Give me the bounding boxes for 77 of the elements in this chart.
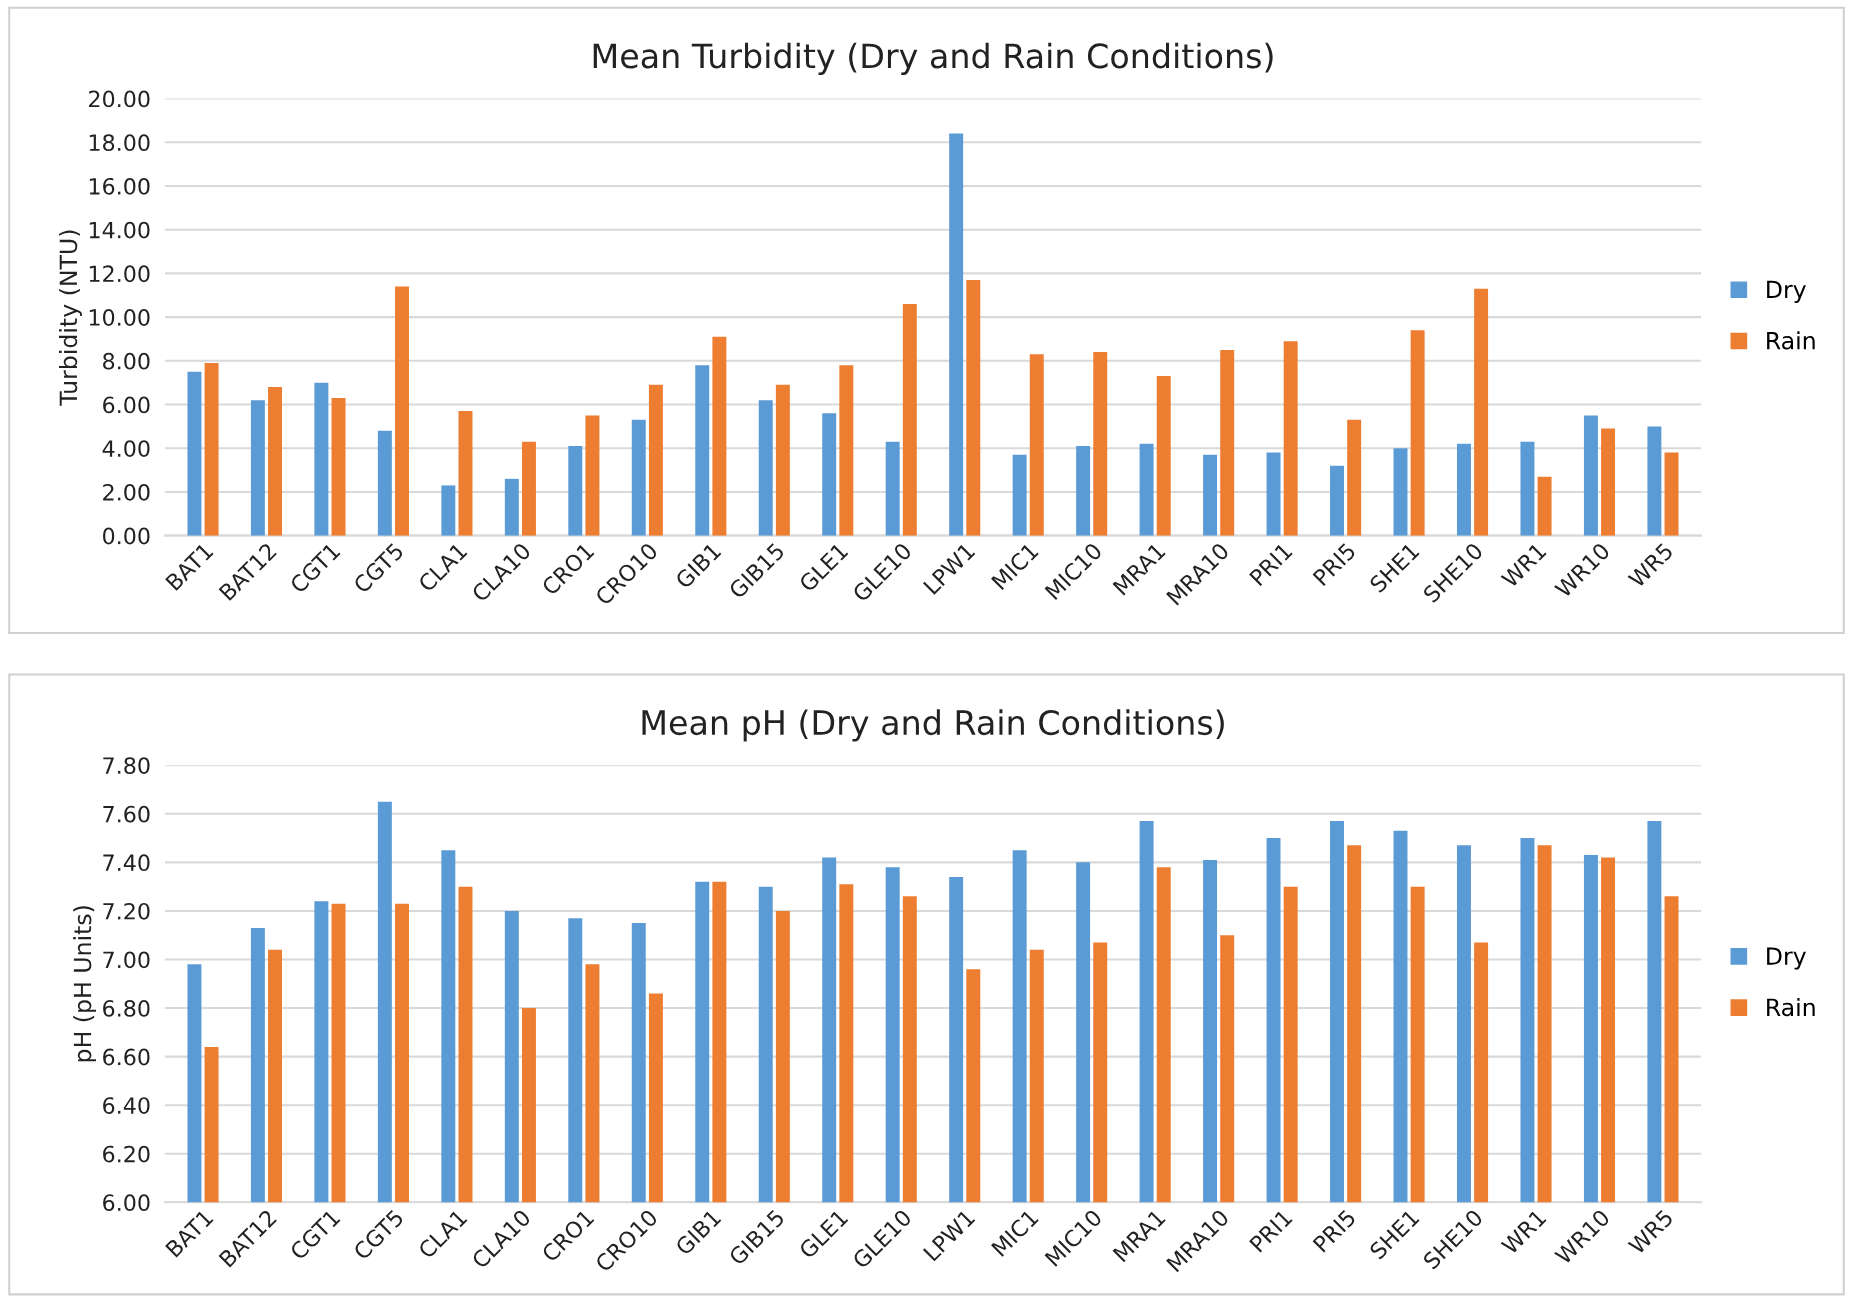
bar — [1537, 476, 1552, 536]
bar — [1583, 415, 1598, 536]
bar — [1203, 454, 1218, 536]
bar — [631, 419, 646, 536]
bar — [187, 371, 202, 536]
bar — [885, 441, 900, 536]
y-tick-label: 7.00 — [103, 951, 150, 969]
y-tick-label: 6.60 — [103, 1048, 150, 1066]
y-tick-label: 8.00 — [103, 352, 150, 370]
bar — [204, 363, 219, 536]
bar — [1283, 341, 1298, 536]
bar — [1029, 354, 1044, 536]
bar — [1266, 452, 1281, 536]
y-tick-label: 14.00 — [89, 221, 150, 239]
chart-title: Mean Turbidity (Dry and Rain Conditions) — [593, 42, 1273, 75]
bar — [314, 382, 329, 536]
bar — [441, 485, 456, 536]
y-tick-label: 10.00 — [89, 309, 150, 326]
bar — [377, 430, 392, 536]
bar — [1093, 352, 1108, 536]
bar — [839, 365, 854, 536]
legend-label: Rain — [1767, 331, 1815, 350]
bar — [250, 400, 265, 536]
bar — [695, 365, 710, 536]
bar — [648, 384, 663, 536]
bar — [949, 133, 964, 536]
y-axis-title: pH (pH Units) — [73, 906, 96, 1062]
chart-title: Mean pH (Dry and Rain Conditions) — [642, 709, 1224, 742]
y-tick-label: 16.00 — [89, 177, 150, 195]
y-tick-label: 7.40 — [103, 854, 150, 872]
bar — [521, 441, 536, 536]
legend-label: Dry — [1767, 280, 1806, 303]
bar — [1220, 349, 1235, 536]
bar — [1347, 419, 1362, 536]
bar — [1156, 376, 1171, 536]
y-tick-label: 6.40 — [103, 1097, 150, 1114]
y-tick-label: 6.00 — [103, 1194, 150, 1212]
bar — [395, 286, 409, 536]
bar — [902, 304, 917, 536]
bar — [331, 397, 346, 536]
y-tick-label: 7.60 — [103, 805, 150, 823]
bar — [758, 400, 773, 536]
bar — [1410, 330, 1425, 536]
bar — [585, 415, 600, 536]
bar — [458, 411, 473, 536]
bar — [1139, 443, 1154, 536]
y-tick-label: 7.80 — [103, 757, 150, 774]
y-tick-label: 18.00 — [89, 134, 150, 152]
bar — [1520, 441, 1535, 536]
bar — [775, 384, 790, 536]
bar — [1012, 454, 1027, 536]
y-tick-label: 6.00 — [103, 396, 150, 414]
y-tick-label: 20.00 — [89, 90, 150, 108]
bar — [966, 279, 981, 536]
bar — [1456, 443, 1471, 536]
y-tick-label: 2.00 — [103, 483, 150, 501]
y-tick-label: 6.80 — [103, 1000, 150, 1017]
bar — [504, 478, 519, 536]
y-tick-label: 7.20 — [103, 902, 150, 920]
y-axis-title: Turbidity (NTU) — [59, 230, 82, 406]
y-tick-label: 12.00 — [89, 265, 150, 283]
bar — [1076, 446, 1091, 536]
bar — [1474, 288, 1489, 536]
bar — [822, 413, 837, 536]
y-tick-label: 4.00 — [102, 440, 150, 457]
y-tick-label: 6.20 — [103, 1145, 150, 1163]
legend-label: Dry — [1767, 947, 1806, 970]
legend-label: Rain — [1767, 997, 1815, 1017]
bar — [568, 446, 583, 536]
bar — [268, 387, 283, 536]
bar — [1647, 426, 1662, 536]
bar — [1393, 448, 1408, 536]
bar — [1664, 452, 1679, 536]
bar — [1601, 428, 1616, 536]
bar — [1330, 465, 1344, 536]
bar — [712, 336, 727, 536]
y-tick-label: 0.00 — [103, 527, 150, 545]
